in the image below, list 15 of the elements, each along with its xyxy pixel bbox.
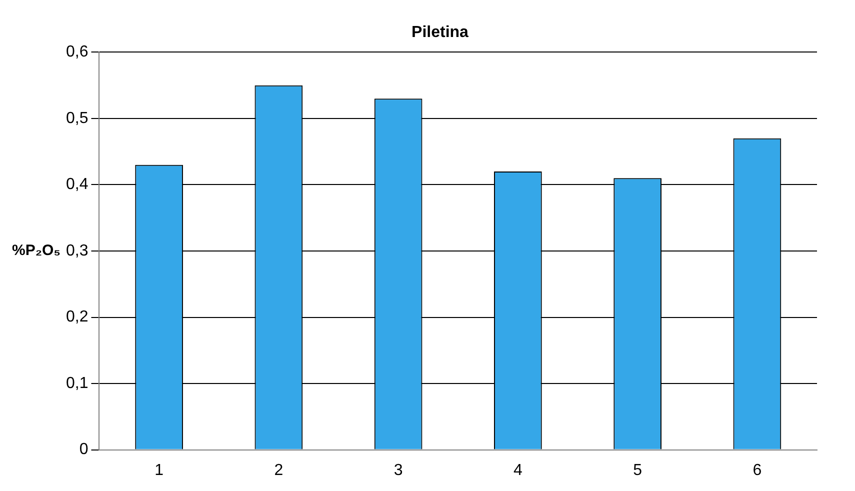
- chart-title: Piletina: [412, 24, 469, 42]
- y-tick-label: 0: [79, 441, 88, 458]
- x-tick-label: 6: [752, 462, 762, 479]
- y-tick-label: 0,4: [66, 176, 88, 194]
- y-tick-label: 0,1: [66, 374, 88, 392]
- x-tick-label: 4: [513, 462, 522, 479]
- y-tick-label: 0,6: [66, 44, 88, 61]
- x-tick-label: 5: [633, 462, 642, 479]
- x-tick-label: 3: [394, 462, 403, 479]
- x-tick-label: 1: [154, 462, 164, 479]
- y-tick-label: 0,5: [66, 110, 88, 127]
- y-axis-title: %P₂O₅: [12, 242, 61, 260]
- x-tick-label: 2: [274, 462, 284, 479]
- y-tick-label: 0,2: [66, 308, 88, 326]
- y-tick-label: 0,3: [66, 242, 88, 260]
